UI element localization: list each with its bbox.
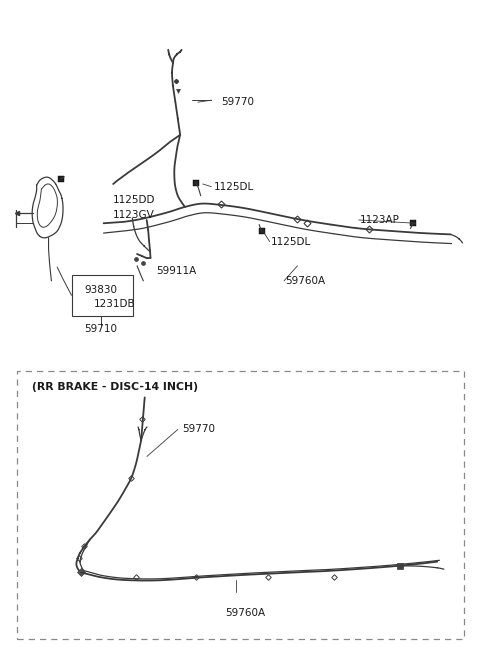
Text: 1125DL: 1125DL — [214, 182, 254, 192]
Text: 59911A: 59911A — [156, 266, 196, 276]
Text: 1125DD: 1125DD — [113, 195, 156, 205]
Text: 59760A: 59760A — [286, 276, 325, 286]
Bar — [17, 371, 464, 639]
Text: 59770: 59770 — [182, 424, 216, 434]
Text: 59710: 59710 — [84, 324, 118, 335]
Text: 1123AP: 1123AP — [360, 215, 399, 225]
Text: (RR BRAKE - DISC-14 INCH): (RR BRAKE - DISC-14 INCH) — [32, 382, 198, 392]
Text: 59770: 59770 — [221, 97, 254, 107]
Text: 1123GV: 1123GV — [113, 211, 155, 220]
Text: 93830: 93830 — [84, 285, 118, 295]
Bar — [72, 275, 133, 316]
Text: 1125DL: 1125DL — [271, 237, 312, 247]
Text: 1231DB: 1231DB — [94, 299, 136, 310]
Text: 59760A: 59760A — [226, 607, 266, 618]
